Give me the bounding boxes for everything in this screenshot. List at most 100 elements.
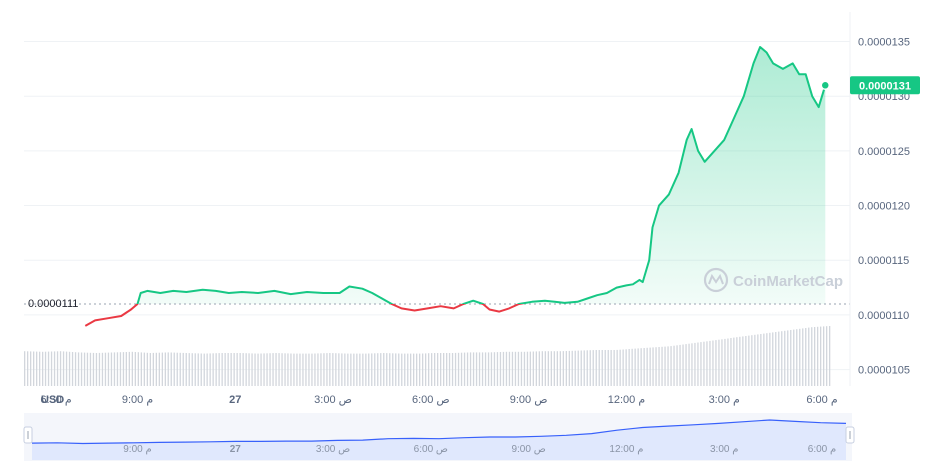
- y-tick-label: 0.0000110: [858, 310, 909, 322]
- volume-bar: [535, 351, 537, 386]
- volume-bar: [814, 327, 816, 386]
- volume-bar: [161, 352, 163, 386]
- navigator-tick-label: 3:00 ص: [316, 444, 350, 455]
- volume-bar: [697, 342, 699, 386]
- volume-bar: [520, 351, 523, 386]
- volume-bar: [784, 330, 786, 386]
- currency-label: USD: [41, 394, 64, 406]
- volume-bar: [401, 353, 403, 386]
- volume-bar: [230, 353, 232, 386]
- volume-bar: [431, 353, 433, 386]
- current-price-tag-text: 0.0000131: [859, 80, 911, 92]
- volume-bar: [793, 329, 795, 386]
- volume-bar: [517, 351, 520, 386]
- volume-bar: [59, 351, 62, 386]
- volume-bar: [155, 352, 157, 386]
- volume-bar: [787, 330, 789, 386]
- volume-bar: [227, 353, 229, 386]
- volume-bar: [727, 338, 729, 386]
- volume-bar: [544, 351, 546, 386]
- volume-bar: [377, 353, 379, 386]
- coinmarketcap-logo-mark: [708, 273, 724, 285]
- volume-bar: [736, 337, 738, 386]
- volume-bar: [215, 353, 217, 386]
- volume-bar: [374, 353, 376, 386]
- volume-bar: [808, 327, 810, 386]
- x-tick-label: 9:00 م: [122, 394, 153, 406]
- volume-bar: [466, 352, 469, 386]
- volume-bar: [320, 353, 322, 386]
- volume-bar: [511, 351, 514, 386]
- x-tick-label: 6:00 م: [806, 394, 837, 406]
- volume-bar: [119, 352, 122, 386]
- volume-bar: [371, 353, 373, 386]
- volume-bar: [329, 353, 331, 386]
- volume-bar: [293, 353, 295, 386]
- volume-bar: [50, 351, 53, 386]
- volume-bar: [110, 352, 113, 386]
- volume-bar: [134, 352, 136, 386]
- volume-bar: [27, 351, 29, 386]
- volume-bar: [706, 341, 708, 386]
- coinmarketcap-logo-icon: [703, 267, 729, 293]
- volume-bar: [335, 353, 337, 386]
- volume-bar: [598, 350, 600, 386]
- volume-bar: [80, 352, 83, 386]
- volume-bar: [730, 338, 732, 386]
- volume-bar: [407, 353, 409, 386]
- grid-lines: [24, 41, 850, 371]
- volume-bar: [179, 352, 181, 386]
- volume-bar: [691, 343, 693, 386]
- volume-bar: [817, 326, 819, 386]
- volume-bar: [523, 351, 526, 386]
- volume-bar: [748, 335, 750, 386]
- volume-bar: [742, 336, 744, 386]
- volume-bar: [266, 353, 268, 386]
- volume-bar: [365, 353, 367, 386]
- volume-bar: [805, 328, 807, 386]
- navigator-area: [32, 420, 846, 460]
- time-navigator[interactable]: 9:00 م 27 3:00 ص 6:00 ص 9:00 ص 12:00 م 3:00 م 6…: [23, 413, 855, 461]
- volume-bar: [128, 351, 130, 386]
- volume-bar: [538, 351, 540, 386]
- volume-bar: [149, 353, 151, 386]
- volume-bar: [30, 351, 32, 386]
- volume-bar: [104, 352, 107, 386]
- volume-bar: [158, 352, 160, 386]
- volume-bar: [625, 349, 627, 386]
- volume-bar: [757, 334, 759, 386]
- volume-bar: [490, 352, 493, 386]
- volume-bar: [77, 352, 80, 386]
- y-tick-label: 0.0000120: [858, 201, 910, 213]
- volume-bar: [550, 351, 552, 386]
- volume-bar: [574, 350, 576, 386]
- volume-bar: [628, 349, 630, 386]
- volume-bar: [362, 353, 364, 386]
- volume-bar: [386, 353, 388, 386]
- volume-bar: [284, 353, 286, 386]
- x-tick-label: 9:00 ص: [510, 394, 548, 406]
- watermark: CoinMarketCap: [703, 267, 843, 293]
- volume-bar: [664, 346, 666, 386]
- volume-bar: [437, 353, 439, 386]
- volume-bar: [281, 353, 283, 386]
- volume-bar: [404, 353, 406, 386]
- volume-bar: [640, 348, 642, 386]
- volume-bar: [410, 353, 412, 386]
- volume-bar: [221, 353, 223, 386]
- volume-bar: [763, 333, 765, 386]
- volume-bar: [745, 336, 747, 386]
- volume-bar: [700, 342, 702, 386]
- volume-bars: [24, 326, 831, 386]
- volume-bar: [583, 350, 585, 386]
- volume-bar: [472, 352, 475, 386]
- current-price-tag: 0.0000131: [850, 76, 920, 95]
- volume-bar: [547, 351, 549, 386]
- volume-bar: [703, 341, 705, 386]
- navigator-tick-label: 6:00 ص: [414, 444, 448, 455]
- volume-bar: [65, 351, 68, 386]
- volume-bar: [308, 353, 310, 386]
- volume-bar: [454, 352, 457, 386]
- volume-bar: [754, 334, 756, 386]
